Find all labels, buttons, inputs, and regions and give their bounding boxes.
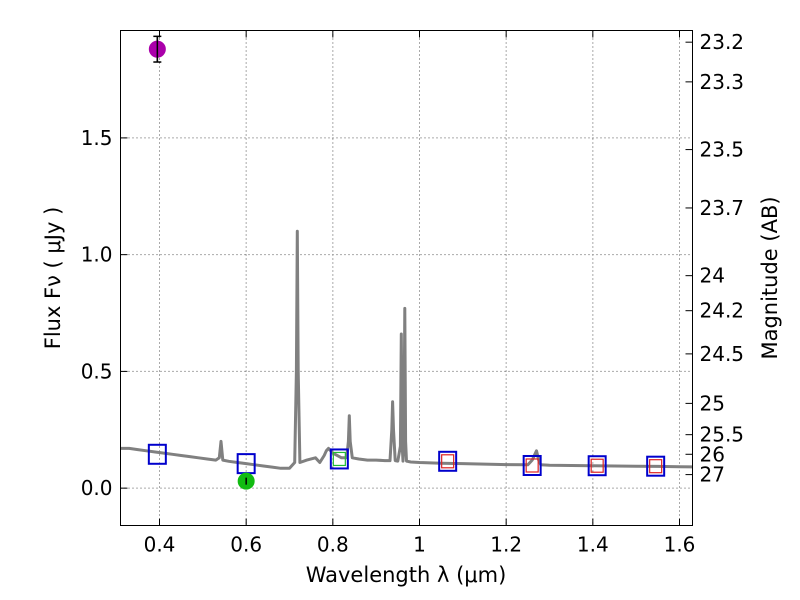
y-tick-label: 1.5	[81, 126, 113, 150]
observed-photometry-marker	[649, 459, 663, 474]
x-axis-label: Wavelength λ (μm)	[306, 563, 507, 587]
observed-photometry-marker	[525, 458, 539, 473]
y2-tick-label: 24.2	[700, 299, 745, 323]
x-tick-label: 0.8	[317, 533, 349, 557]
tick-layer: 0.4 0.6 0.8 1 1.2 1.4 1.6 0.0 0.5 1.0 1.5 23.2 23.3 2…	[81, 30, 744, 556]
plot-frame	[120, 30, 693, 526]
y2-tick-label: 24	[700, 264, 725, 288]
data-layer	[120, 35, 693, 490]
model-photometry-marker	[147, 443, 167, 465]
y2-tick-label: 23.3	[700, 70, 745, 94]
y2-tick-label: 23.5	[700, 138, 745, 162]
y2-axis-label: Magnitude (AB)	[758, 196, 782, 359]
model-photometry-marker	[587, 455, 607, 477]
x-tick-label: 1	[413, 533, 426, 557]
grid-layer	[120, 30, 693, 526]
y-tick-label: 0.5	[81, 359, 113, 383]
y2-tick-label: 25.5	[700, 423, 745, 447]
model-photometry-marker	[438, 450, 458, 472]
y2-tick-label: 23.2	[700, 30, 745, 54]
y-axis-label: Flux Fν ( μJy )	[41, 207, 65, 350]
observed-photometry-marker	[441, 454, 455, 469]
observed-photometry-marker	[332, 451, 346, 467]
y-tick-label: 0.0	[81, 476, 113, 500]
model-photometry-marker	[646, 455, 666, 477]
y2-tick-label: 23.7	[700, 196, 745, 220]
x-tick-label: 0.6	[230, 533, 262, 557]
model-photometry-marker	[522, 454, 542, 476]
x-tick-label: 1.6	[664, 533, 696, 557]
x-tick-label: 1.4	[577, 533, 609, 557]
observed-photometry-marker	[590, 458, 604, 473]
x-tick-label: 1.2	[490, 533, 522, 557]
y2-tick-label: 25	[700, 391, 725, 415]
y-tick-label: 1.0	[81, 243, 113, 267]
y2-tick-label: 24.5	[700, 342, 745, 366]
x-tick-label: 0.4	[144, 533, 176, 557]
y2-tick-label: 27	[700, 463, 725, 487]
y2-tick-label: 26	[700, 442, 725, 466]
model-photometry-marker	[329, 448, 349, 470]
